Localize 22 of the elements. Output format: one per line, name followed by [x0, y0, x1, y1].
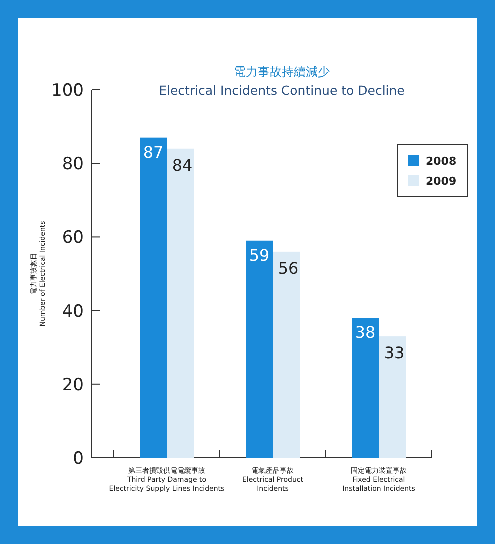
legend-label: 2008	[426, 155, 457, 168]
data-label: 84	[172, 156, 193, 175]
bar	[140, 138, 167, 458]
bar	[167, 148, 194, 458]
bar	[246, 240, 273, 458]
y-tick-label: 60	[62, 228, 84, 248]
y-tick-label: 100	[52, 81, 84, 101]
data-label: 56	[278, 258, 299, 278]
bar	[273, 252, 300, 458]
legend-label: 2009	[426, 175, 457, 188]
y-tick-label: 80	[62, 154, 84, 175]
y-tick-label: 0	[73, 449, 84, 469]
chart-title: 電力事故持續減少	[234, 65, 330, 79]
data-label: 38	[355, 323, 376, 342]
data-label: 59	[249, 246, 270, 265]
bar	[352, 318, 379, 458]
y-tick-label: 20	[62, 375, 84, 396]
data-label: 87	[143, 142, 164, 162]
bar	[379, 336, 406, 458]
chart-subtitle: Electrical Incidents Continue to Decline	[159, 83, 406, 98]
data-label: 33	[384, 344, 405, 363]
y-tick-label: 40	[62, 302, 84, 322]
